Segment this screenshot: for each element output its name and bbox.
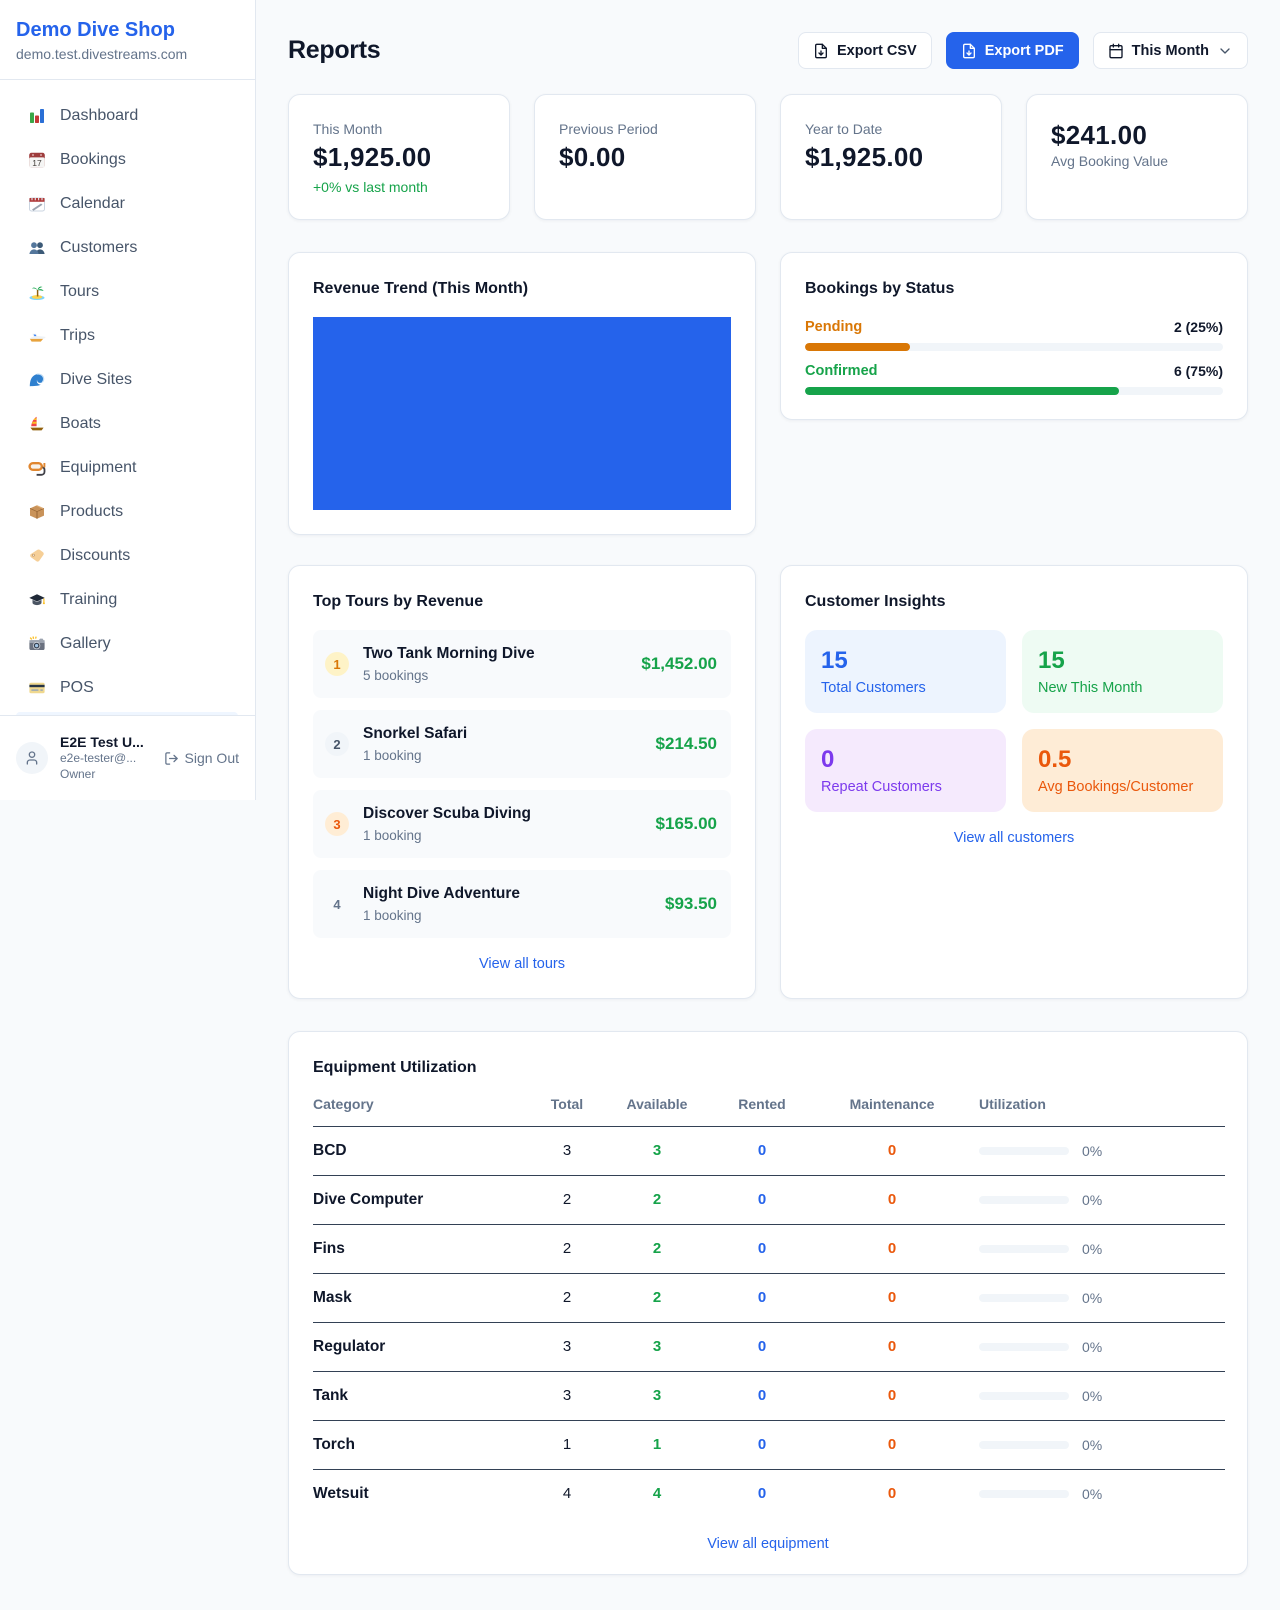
svg-text:17: 17 <box>32 158 42 168</box>
